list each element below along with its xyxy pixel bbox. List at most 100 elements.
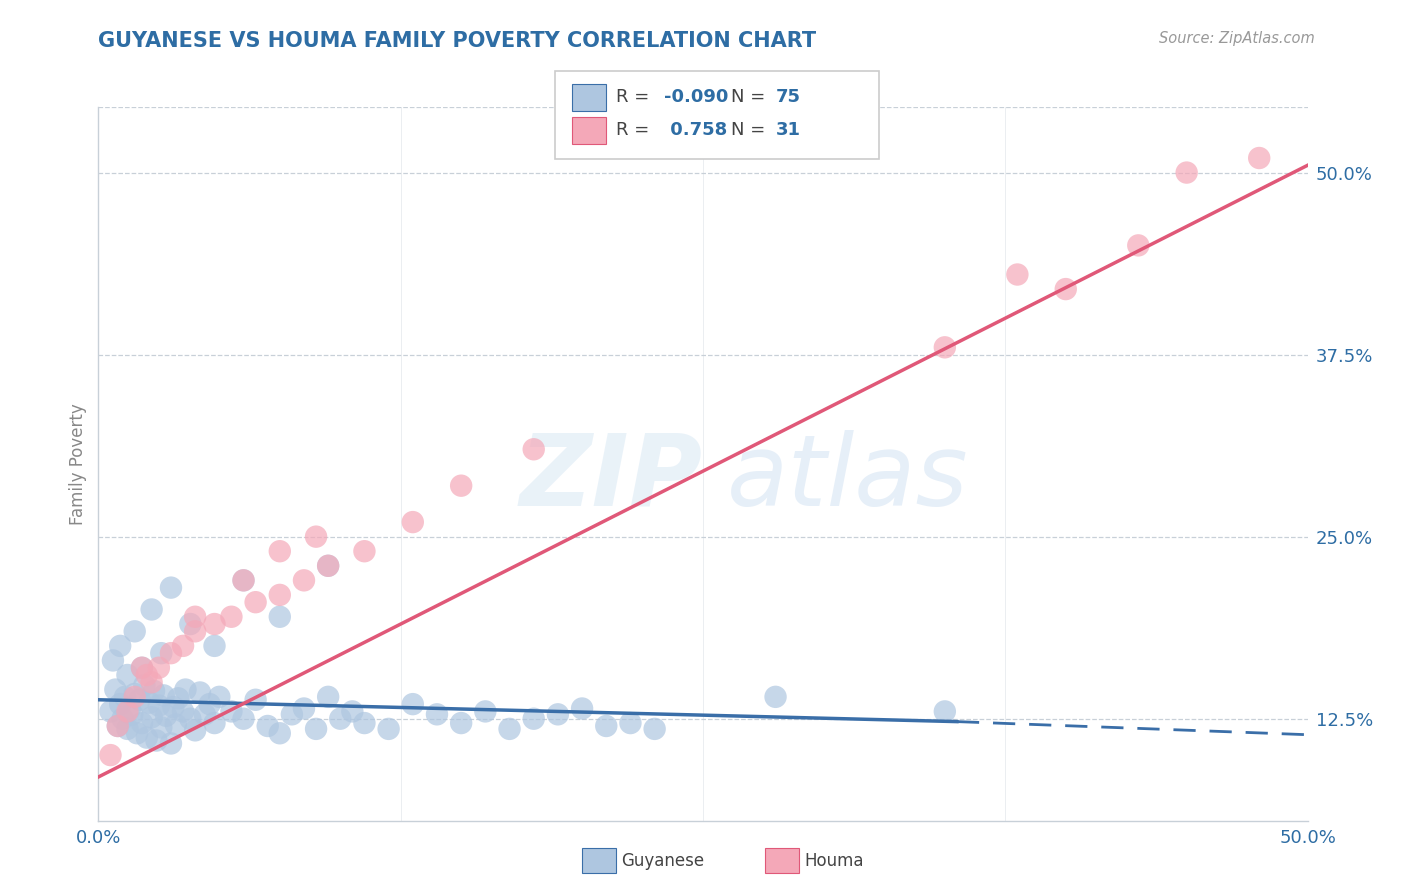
Point [1175,165,1198,179]
Text: R =: R = [616,88,655,106]
Point [179,617,201,632]
Point [1007,268,1029,282]
Point [571,701,593,715]
Point [135,731,157,745]
Point [619,716,641,731]
Point [450,716,472,731]
Point [316,558,339,573]
Point [1249,151,1271,165]
Point [107,719,129,733]
Point [100,748,122,763]
Point [208,690,231,704]
Point [150,721,173,735]
Point [269,544,291,558]
Y-axis label: Family Poverty: Family Poverty [69,403,87,524]
Point [107,719,129,733]
Point [104,682,127,697]
Point [160,736,183,750]
Point [426,707,449,722]
Point [765,690,787,704]
Point [221,609,243,624]
Point [329,712,352,726]
Point [402,515,425,529]
Point [141,675,163,690]
Point [450,478,472,492]
Point [316,690,339,704]
Point [145,733,167,747]
Point [121,707,143,722]
Text: Guyanese: Guyanese [621,852,704,870]
Point [204,639,226,653]
Point [198,697,221,711]
Text: atlas: atlas [727,430,969,526]
Point [150,646,173,660]
Point [131,661,153,675]
Point [245,692,267,706]
Point [292,574,315,588]
Point [160,581,183,595]
Point [127,726,149,740]
Point [114,690,136,704]
Point [498,722,520,736]
Text: Houma: Houma [804,852,863,870]
Point [194,707,217,722]
Text: N =: N = [731,121,770,139]
Point [547,707,569,722]
Point [934,705,956,719]
Point [148,698,170,713]
Point [1128,238,1150,252]
Point [131,661,153,675]
Point [342,705,364,719]
Text: 0.758: 0.758 [664,121,727,139]
Point [143,684,166,698]
Point [135,668,157,682]
Point [402,697,425,711]
Point [162,700,184,714]
Point [165,717,187,731]
Point [232,574,254,588]
Point [118,701,141,715]
Point [184,624,207,639]
Point [474,705,496,719]
Point [124,690,146,704]
Point [167,691,190,706]
Point [184,609,207,624]
Text: N =: N = [731,88,770,106]
Point [221,705,243,719]
Point [353,544,375,558]
Point [269,726,291,740]
Point [141,602,163,616]
Text: -0.090: -0.090 [664,88,728,106]
Point [138,696,160,710]
Point [117,722,139,736]
Point [305,530,328,544]
Point [316,558,339,573]
Point [141,710,163,724]
Point [269,588,291,602]
Point [131,716,153,731]
Point [108,639,131,653]
Point [281,707,304,722]
Point [108,697,131,711]
Point [128,692,150,706]
Point [353,716,375,731]
Point [256,719,278,733]
Point [100,705,122,719]
Point [155,708,177,723]
Text: GUYANESE VS HOUMA FAMILY POVERTY CORRELATION CHART: GUYANESE VS HOUMA FAMILY POVERTY CORRELA… [98,31,817,51]
Point [124,687,146,701]
Point [148,661,170,675]
Point [117,705,139,719]
Point [204,617,226,632]
Point [523,442,546,457]
Text: 31: 31 [776,121,801,139]
Point [124,624,146,639]
Text: Source: ZipAtlas.com: Source: ZipAtlas.com [1159,31,1315,46]
Point [174,682,197,697]
Point [172,705,194,719]
Point [160,646,183,660]
Point [377,722,399,736]
Point [595,719,617,733]
Point [232,574,254,588]
Point [184,723,207,738]
